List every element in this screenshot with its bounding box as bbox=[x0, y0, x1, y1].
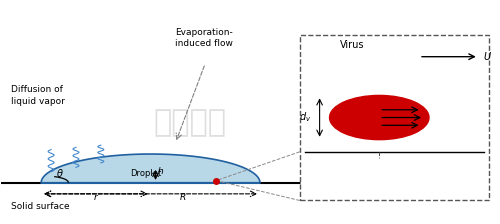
Text: U: U bbox=[484, 52, 491, 62]
Text: Droplet: Droplet bbox=[130, 169, 161, 178]
Polygon shape bbox=[41, 154, 260, 183]
FancyBboxPatch shape bbox=[300, 34, 488, 200]
Text: $\theta$: $\theta$ bbox=[56, 167, 64, 179]
Text: $d_v$: $d_v$ bbox=[298, 111, 311, 124]
Text: Diffusion of
liquid vapor: Diffusion of liquid vapor bbox=[12, 85, 65, 106]
Text: h: h bbox=[158, 167, 164, 176]
Text: r: r bbox=[94, 194, 98, 202]
Text: 서울경제: 서울경제 bbox=[154, 109, 227, 138]
Text: Solid surface: Solid surface bbox=[12, 202, 70, 211]
Text: R: R bbox=[180, 194, 186, 202]
Text: Evaporation-
induced flow: Evaporation- induced flow bbox=[176, 28, 234, 48]
Circle shape bbox=[330, 95, 429, 140]
Text: Virus: Virus bbox=[340, 40, 364, 50]
